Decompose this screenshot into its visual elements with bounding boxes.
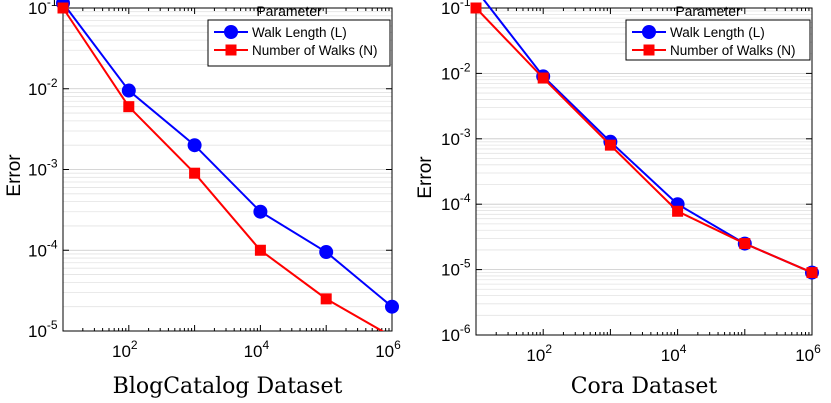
- x-tick-base: 10: [112, 342, 131, 361]
- x-tick-label: 102: [112, 338, 138, 361]
- x-tick-base: 10: [375, 342, 394, 361]
- x-axis-label: Cora Dataset: [571, 374, 718, 399]
- x-tick-label: 104: [244, 338, 270, 361]
- data-point: [253, 204, 268, 219]
- y-tick-base: 10: [441, 130, 460, 149]
- y-tick-exponent: -3: [47, 157, 58, 171]
- legend-box: [625, 19, 811, 61]
- y-tick-label: 10-4: [28, 237, 58, 260]
- y-tick-base: 10: [441, 0, 460, 18]
- y-tick-base: 10: [441, 261, 460, 280]
- y-tick-base: 10: [441, 326, 460, 345]
- legend-marker: [224, 25, 238, 39]
- data-point: [470, 2, 482, 14]
- series-number-of-walks: [57, 2, 385, 331]
- y-tick-exponent: -1: [47, 0, 58, 9]
- x-tick-base: 10: [795, 346, 814, 365]
- x-tick-exponent: 6: [814, 342, 821, 356]
- x-tick-exponent: 2: [131, 338, 138, 352]
- series-line: [62, 2, 393, 308]
- x-tick-label: 102: [526, 342, 552, 365]
- legend-title: Parameter: [675, 3, 741, 19]
- legend-marker: [643, 44, 655, 56]
- y-tick-exponent: -1: [460, 0, 471, 9]
- data-point: [739, 238, 751, 250]
- x-tick-label: 104: [661, 342, 687, 365]
- x-tick-exponent: 6: [394, 338, 401, 352]
- y-tick-base: 10: [28, 322, 47, 341]
- legend-entry-label: Walk Length (L): [252, 25, 347, 40]
- x-tick-label: 106: [375, 338, 401, 361]
- y-tick-label: 10-5: [28, 318, 58, 341]
- y-tick-label: 10-5: [441, 257, 471, 280]
- x-tick-base: 10: [244, 342, 263, 361]
- y-tick-exponent: -5: [47, 318, 58, 332]
- y-tick-base: 10: [28, 80, 47, 99]
- legend-entry-label: Walk Length (L): [670, 25, 765, 40]
- y-tick-exponent: -6: [460, 322, 471, 336]
- x-tick-exponent: 2: [545, 342, 552, 356]
- chart-panel-1: 102 104 10610-110-210-310-410-5ErrorBlogCa…: [4, 0, 401, 399]
- y-tick-exponent: -2: [460, 60, 471, 74]
- axes-box: [475, 7, 813, 336]
- y-tick-label: 10-3: [441, 126, 471, 149]
- y-tick-label: 10-3: [28, 157, 58, 180]
- x-tick-exponent: 4: [680, 342, 687, 356]
- x-tick-label: 106: [795, 342, 821, 365]
- chart-panel-2: 102 104 10610-110-210-310-410-510-6ErrorCo…: [415, 0, 821, 399]
- y-tick-base: 10: [28, 241, 47, 260]
- data-point: [320, 293, 332, 305]
- data-point: [319, 245, 334, 260]
- data-point: [123, 101, 135, 113]
- data-point: [537, 72, 549, 84]
- y-tick-base: 10: [441, 64, 460, 83]
- y-axis-label: Error: [415, 156, 436, 199]
- x-tick-base: 10: [526, 346, 545, 365]
- data-point: [672, 205, 684, 217]
- legend-box: [207, 19, 391, 67]
- series-line: [62, 7, 385, 331]
- series-walk-length: [56, 0, 399, 314]
- y-tick-label: 10-2: [441, 60, 471, 83]
- data-point: [57, 2, 69, 14]
- series-number-of-walks: [470, 2, 818, 279]
- legend-marker: [225, 44, 237, 56]
- y-tick-base: 10: [441, 195, 460, 214]
- y-tick-exponent: -4: [460, 191, 471, 205]
- y-tick-exponent: -2: [47, 76, 58, 90]
- legend-title: Parameter: [256, 3, 322, 19]
- legend: Parameter Walk Length (L) Number of Walks …: [207, 3, 391, 67]
- series-line: [475, 7, 813, 274]
- data-point: [806, 267, 818, 279]
- x-tick-base: 10: [661, 346, 680, 365]
- x-axis-label: BlogCatalog Dataset: [113, 374, 343, 399]
- y-tick-exponent: -5: [460, 257, 471, 271]
- x-tick-exponent: 4: [263, 338, 270, 352]
- legend-marker: [642, 25, 656, 39]
- y-tick-exponent: -3: [460, 126, 471, 140]
- gridlines: [63, 11, 392, 332]
- y-tick-exponent: -4: [47, 237, 58, 251]
- y-tick-label: 10-2: [28, 76, 58, 99]
- y-tick-base: 10: [28, 0, 47, 18]
- legend-entry-label: Number of Walks (N): [670, 43, 796, 58]
- data-point: [121, 83, 136, 98]
- legend: Parameter Walk Length (L) Number of Walks …: [625, 3, 811, 61]
- y-tick-base: 10: [28, 161, 47, 180]
- y-tick-label: 10-1: [28, 0, 58, 18]
- y-tick-label: 10-1: [441, 0, 471, 18]
- data-point: [189, 167, 201, 179]
- y-tick-label: 10-6: [441, 322, 471, 345]
- data-point: [187, 138, 202, 153]
- data-point: [254, 244, 266, 256]
- data-point: [604, 139, 616, 151]
- data-point: [385, 299, 399, 314]
- y-axis-label: Error: [4, 154, 25, 197]
- y-tick-label: 10-4: [441, 191, 471, 214]
- legend-entry-label: Number of Walks (N): [252, 43, 378, 58]
